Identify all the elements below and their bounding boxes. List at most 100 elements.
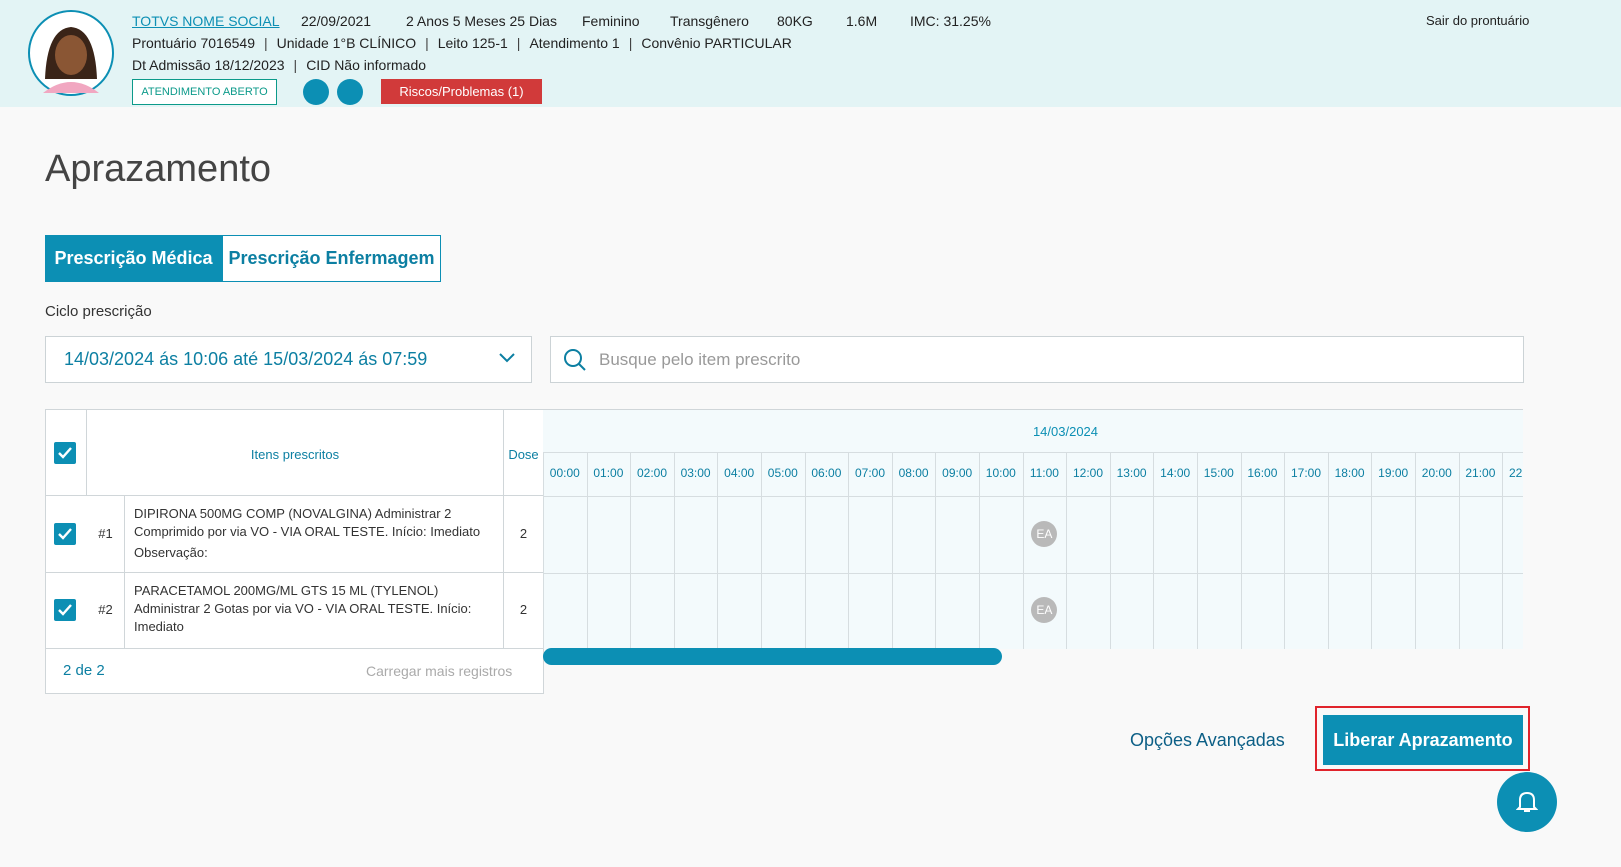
hour-label: 21:00 <box>1465 466 1496 480</box>
risks-button[interactable]: Riscos/Problemas (1) <box>381 79 542 104</box>
hour-column <box>673 452 718 649</box>
hour-label: 10:00 <box>985 466 1016 480</box>
hour-label: 08:00 <box>898 466 929 480</box>
schedule-badge: EA <box>1031 597 1058 623</box>
hour-label: 19:00 <box>1378 466 1409 480</box>
search-input[interactable]: Busque pelo item prescrito <box>550 336 1524 383</box>
scrollbar[interactable] <box>543 648 1002 665</box>
hour-label: 03:00 <box>680 466 711 480</box>
info-item: Atendimento 1 <box>529 35 620 51</box>
chevron <box>499 353 515 363</box>
hour-grid: 14/03/2024 00:00 01:00 02:00 03:00 04:00 05:0… <box>543 409 1523 649</box>
dose-header: Dose <box>508 447 539 462</box>
row-line <box>543 573 1523 574</box>
attach-button[interactable] <box>303 79 329 105</box>
avatar <box>28 10 114 96</box>
info-item: CID Não informado <box>306 57 427 73</box>
bmi: IMC: 31.25% <box>910 13 991 29</box>
page-title: Aprazamento <box>45 148 272 190</box>
status-badge: ATENDIMENTO ABERTO <box>132 79 277 105</box>
search-placeholder: Busque pelo item prescrito <box>599 350 801 369</box>
hour-label: 12:00 <box>1072 466 1103 480</box>
schedule-table: Itens prescritos Dose 14/03/2024 00:00 01… <box>45 409 1523 694</box>
hour-column <box>1066 452 1110 649</box>
hour-label: 02:00 <box>636 466 667 480</box>
advanced-options[interactable]: Opções Avançadas <box>1130 730 1285 750</box>
age: 2 Anos 5 Meses 25 Dias <box>406 13 557 29</box>
height: 1.6M <box>846 13 878 29</box>
tab-active[interactable]: Prescrição Médica <box>45 235 222 282</box>
tab[interactable]: Prescrição Enfermagem <box>222 235 441 282</box>
row-line <box>46 572 543 573</box>
items-header: Itens prescritos <box>250 447 340 462</box>
select-all-checkbox[interactable] <box>54 442 76 464</box>
hour-label: 16:00 <box>1247 466 1278 480</box>
row-line <box>543 496 1523 497</box>
row-number: #2 <box>98 602 113 617</box>
hour-label: 18:00 <box>1334 466 1365 480</box>
info-item: Leito 125-1 <box>437 35 508 51</box>
hour-column <box>586 452 631 649</box>
document-button[interactable] <box>337 79 363 105</box>
hour-column <box>1371 452 1415 649</box>
hour-column <box>1458 452 1503 649</box>
row-checkbox[interactable] <box>54 522 76 545</box>
hour-column <box>891 452 936 649</box>
pagination: 2 de 2 <box>63 662 105 679</box>
hour-label: 14:00 <box>1160 466 1191 480</box>
hour-column <box>804 452 849 649</box>
hour-column <box>761 452 805 649</box>
hour-label: 20:00 <box>1421 466 1452 480</box>
schedule-badge: EA <box>1031 520 1058 547</box>
patient-name[interactable]: TOTVS NOME SOCIAL <box>132 13 280 29</box>
hour-label: 01:00 <box>593 466 624 480</box>
cycle-select[interactable]: 14/03/2024 ás 10:06 até 15/03/2024 ás 07… <box>45 336 532 383</box>
load-more[interactable]: Carregar mais registros <box>366 663 513 679</box>
row-dose: 2 <box>519 602 528 617</box>
weight: 80KG <box>777 13 813 29</box>
footer-line <box>46 648 543 649</box>
row-checkbox[interactable] <box>54 599 76 621</box>
row-observation: Observação: <box>134 545 208 560</box>
row-description: DIPIRONA 500MG COMP (NOVALGINA) Administ… <box>134 506 481 539</box>
notifications-button[interactable] <box>1497 772 1557 832</box>
gender: Transgênero <box>670 13 749 29</box>
hour-label: 07:00 <box>854 466 885 480</box>
hour-column <box>717 452 761 649</box>
hour-column <box>1197 452 1241 649</box>
hour-column <box>1327 452 1372 649</box>
logout[interactable]: Sair do prontuário <box>1426 13 1530 28</box>
hour-label: 09:00 <box>942 466 973 480</box>
search-icon <box>564 349 586 371</box>
hour-column <box>935 452 979 649</box>
patient-header: TOTVS NOME SOCIAL 22/09/2021 2 Anos 5 Me… <box>0 0 1621 107</box>
hour-label: 11:00 <box>1029 466 1059 480</box>
info-item: Dt Admissão 18/12/2023 <box>132 57 285 73</box>
hour-column <box>1415 452 1459 649</box>
grid-date: 14/03/2024 <box>1032 424 1099 439</box>
hour-label: 00:00 <box>549 466 580 480</box>
row-description: PARACETAMOL 200MG/ML GTS 15 ML (TYLENOL)… <box>134 583 472 634</box>
hour-label: 17:00 <box>1290 466 1321 480</box>
hour-label: 13:00 <box>1116 466 1147 480</box>
release-button[interactable]: Liberar Aprazamento <box>1323 715 1523 765</box>
row-dose: 2 <box>519 525 528 541</box>
patient-info: Prontuário 7016549 | Unidade 1°B CLÍNICO | L… <box>132 35 792 51</box>
hour-column <box>979 452 1023 649</box>
hour-label: 05:00 <box>767 466 798 480</box>
hour-label: 04:00 <box>724 466 755 480</box>
hour-column <box>543 452 587 649</box>
hour-column <box>1153 452 1197 649</box>
info-item: Prontuário 7016549 <box>132 35 255 51</box>
row-line <box>46 495 543 496</box>
admission-info: Dt Admissão 18/12/2023 | CID Não informado <box>132 57 427 73</box>
bell-icon <box>1516 791 1538 812</box>
cycle-value: 14/03/2024 ás 10:06 até 15/03/2024 ás 07… <box>64 349 428 369</box>
hour-column <box>1240 452 1285 649</box>
info-item: Unidade 1°B CLÍNICO <box>276 35 417 51</box>
hour-label: 06:00 <box>811 466 842 480</box>
birth-date: 22/09/2021 <box>301 13 372 29</box>
hour-column <box>848 452 892 649</box>
row-divider <box>124 495 125 572</box>
